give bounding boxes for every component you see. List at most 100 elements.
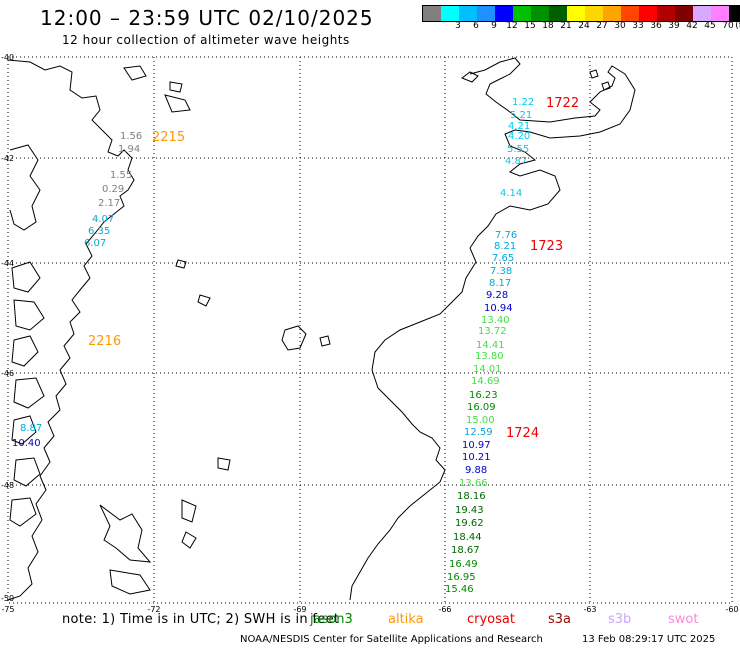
wave-height-value: 8.21 — [494, 241, 516, 252]
wave-height-value: 1.22 — [512, 97, 534, 108]
wave-height-value: 4.14 — [500, 188, 522, 199]
wave-height-value: 9.88 — [465, 465, 487, 476]
legend-swatch — [603, 6, 621, 21]
latitude-label: -48 — [1, 481, 14, 490]
legend-tick-label: 42 — [686, 21, 698, 31]
wave-height-value: 4.07 — [92, 214, 114, 225]
legend-swatch — [549, 6, 567, 21]
legend-tick-label: 12 — [506, 21, 518, 31]
legend-tick-label: 36 — [650, 21, 662, 31]
wave-height-value: 16.95 — [447, 572, 476, 583]
longitude-label: -60 — [725, 605, 738, 614]
satellite-name: altika — [388, 612, 424, 627]
wave-height-value: 1.56 — [120, 131, 142, 142]
legend-tick-label: 27 — [596, 21, 608, 31]
wave-height-value: 18.67 — [451, 545, 480, 556]
wave-height-value: 7.38 — [490, 266, 512, 277]
wave-height-value: 15.00 — [466, 415, 495, 426]
legend-tick-label: 9 — [491, 21, 497, 31]
longitude-label: -69 — [293, 605, 306, 614]
wave-height-value: 2.17 — [98, 198, 120, 209]
legend-swatch — [477, 6, 495, 21]
pass-id-label: 1724 — [506, 426, 539, 441]
legend-swatch — [495, 6, 513, 21]
legend-swatch — [657, 6, 675, 21]
wave-height-value: 14.69 — [471, 376, 500, 387]
wave-height-value: 16.23 — [469, 390, 498, 401]
wave-height-value: 4.20 — [508, 131, 530, 142]
wave-height-value: 0.29 — [102, 184, 124, 195]
latitude-ticks: -40 -42 -44 -46 -48 -50 — [1, 53, 14, 603]
color-scale-legend — [422, 5, 740, 22]
longitude-label: -75 — [1, 605, 14, 614]
latitude-label: -50 — [1, 594, 14, 603]
wave-height-value: 13.40 — [481, 315, 510, 326]
footer-credit: NOAA/NESDIS Center for Satellite Applica… — [240, 634, 543, 645]
pass-labels: 2215 2216 1722 1723 1724 — [88, 96, 579, 441]
wave-height-value: 6.07 — [84, 238, 106, 249]
legend-swatch — [423, 6, 441, 21]
wave-height-value: 8.17 — [489, 278, 511, 289]
page-title: 12:00 – 23:59 UTC 02/10/2025 — [40, 6, 374, 30]
satellite-name: jason3 — [310, 612, 353, 627]
legend-tick-label: 30 — [614, 21, 626, 31]
wave-height-value: 1.55 — [110, 170, 132, 181]
longitude-label: -66 — [438, 605, 451, 614]
legend-tick-label: 6 — [473, 21, 479, 31]
wave-height-value: 13.66 — [459, 478, 488, 489]
wave-height-value: 18.16 — [457, 491, 486, 502]
wave-height-value: 14.01 — [473, 364, 502, 375]
legend-tick-label: 21 — [560, 21, 572, 31]
legend-swatch — [585, 6, 603, 21]
altika-track-west: 1.56 1.94 1.55 0.29 2.17 4.076.356.07 8.87 10.4… — [12, 131, 142, 449]
latitude-label: -40 — [1, 53, 14, 62]
wave-height-value: 6.35 — [88, 226, 110, 237]
longitude-label: -63 — [583, 605, 596, 614]
wave-height-value: 19.43 — [455, 505, 484, 516]
coastline-west — [7, 59, 231, 601]
legend-swatch — [675, 6, 693, 21]
legend-swatch — [693, 6, 711, 21]
legend-swatch — [531, 6, 549, 21]
legend-tick-label: 70 — [722, 21, 734, 31]
wave-height-value: 9.28 — [486, 290, 508, 301]
wave-height-value: 10.94 — [484, 303, 513, 314]
footer-note: note: 1) Time is in UTC; 2) SWH is in fe… — [62, 612, 340, 627]
wave-height-value: 14.41 — [476, 340, 505, 351]
map-border — [7, 56, 733, 604]
cryosat-track-east: 1.22 5.214.214.20 5.554.87 4.14 7.768.217.65… — [445, 97, 534, 595]
legend-tick-label: 24 — [578, 21, 590, 31]
legend-tick-label: 33 — [632, 21, 644, 31]
legend-swatch — [729, 6, 740, 21]
wave-height-value: 5.55 — [507, 144, 529, 155]
satellite-name: swot — [668, 612, 699, 627]
wave-height-value: 4.21 — [508, 121, 530, 132]
wave-height-value: 7.76 — [495, 230, 517, 241]
wave-height-value: 13.80 — [475, 351, 504, 362]
wave-height-value: 12.59 — [464, 427, 493, 438]
latitude-label: -44 — [1, 259, 14, 268]
wave-height-value: 10.97 — [462, 440, 491, 451]
legend-swatch — [441, 6, 459, 21]
satellite-name: cryosat — [467, 612, 515, 627]
wave-height-value: 18.44 — [453, 532, 482, 543]
footer-timestamp: 13 Feb 08:29:17 UTC 2025 — [582, 634, 716, 645]
wave-height-value: 10.40 — [12, 438, 41, 449]
legend-swatch — [639, 6, 657, 21]
satellite-name: s3a — [548, 612, 572, 627]
wave-height-value: 1.94 — [118, 144, 140, 155]
page-subtitle: 12 hour collection of altimeter wave hei… — [62, 33, 350, 47]
wave-height-value: 4.87 — [505, 156, 527, 167]
pass-id-label: 1723 — [530, 239, 563, 254]
wave-height-value: 10.21 — [462, 452, 491, 463]
legend-tick-label: 45 — [704, 21, 716, 31]
legend-tick-label: 15 — [524, 21, 536, 31]
wave-height-value: 13.72 — [478, 326, 507, 337]
legend-tick-label: 39 — [668, 21, 680, 31]
legend-unit: (ft) — [735, 21, 740, 31]
wave-height-value: 16.09 — [467, 402, 496, 413]
pass-id-label: 1722 — [546, 96, 579, 111]
pass-id-label: 2216 — [88, 334, 121, 349]
latitude-label: -42 — [1, 154, 14, 163]
